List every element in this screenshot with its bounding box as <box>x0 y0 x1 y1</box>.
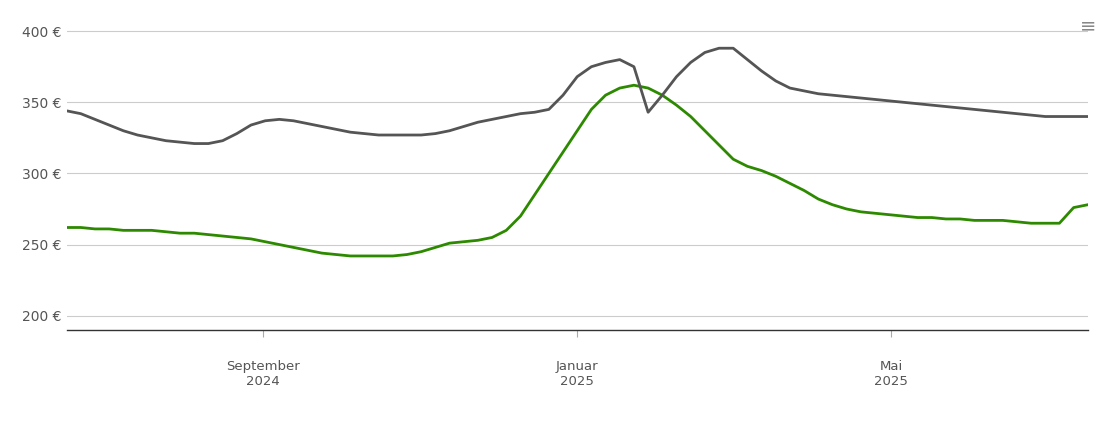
Text: September
2024: September 2024 <box>226 360 300 388</box>
Text: Januar
2025: Januar 2025 <box>556 360 598 388</box>
Text: ≡: ≡ <box>1080 17 1097 36</box>
Text: Mai
2025: Mai 2025 <box>875 360 908 388</box>
